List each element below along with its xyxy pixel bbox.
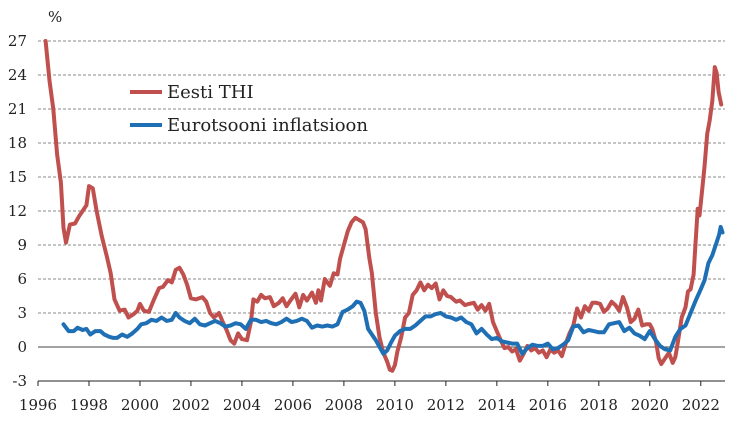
- y-tick-label: 12: [8, 202, 27, 220]
- x-tick-label: 1996: [19, 396, 57, 414]
- x-tick-label: 2014: [478, 396, 516, 414]
- y-tick-label: 15: [8, 168, 27, 186]
- x-tick-label: 2022: [682, 396, 720, 414]
- x-tick-label: 2000: [121, 396, 159, 414]
- legend-label: Eesti THI: [167, 82, 254, 103]
- x-tick-label: 2008: [325, 396, 363, 414]
- series-line-eesti-thi: [43, 39, 724, 373]
- legend: Eesti THI Eurotsooni inflatsioon: [130, 82, 368, 136]
- x-tick-label: 2012: [427, 396, 465, 414]
- y-axis-ticks: 27 24 21 18 15 12 9 6 3 0 -3: [8, 32, 27, 390]
- x-tick-label: 2006: [274, 396, 312, 414]
- y-tick-label: 9: [17, 236, 27, 254]
- y-tick-label: -3: [12, 372, 27, 390]
- x-tick-label: 2020: [631, 396, 669, 414]
- x-tick-label: 2018: [580, 396, 618, 414]
- x-tick-label: 2004: [223, 396, 261, 414]
- y-tick-label: 27: [8, 32, 27, 50]
- series-lines: [43, 39, 725, 373]
- x-tick-label: 2010: [376, 396, 414, 414]
- y-tick-label: 24: [8, 66, 27, 84]
- y-tick-label: 18: [8, 134, 27, 152]
- y-axis-unit-label: %: [48, 8, 62, 26]
- legend-label: Eurotsooni inflatsioon: [167, 115, 368, 136]
- x-tick-label: 1998: [70, 396, 108, 414]
- y-tick-label: 3: [17, 304, 27, 322]
- series-line-eurotsooni-inflatsioon: [61, 224, 725, 356]
- y-tick-label: 0: [17, 338, 27, 356]
- y-tick-label: 21: [8, 100, 27, 118]
- x-tick-label: 2016: [529, 396, 567, 414]
- x-axis-ticks: 1996 1998 2000 2002 2004 2006 2008 2010 2012 2014…: [19, 381, 720, 414]
- y-tick-label: 6: [17, 270, 27, 288]
- grid-lines: [38, 40, 725, 382]
- x-tick-label: 2002: [172, 396, 210, 414]
